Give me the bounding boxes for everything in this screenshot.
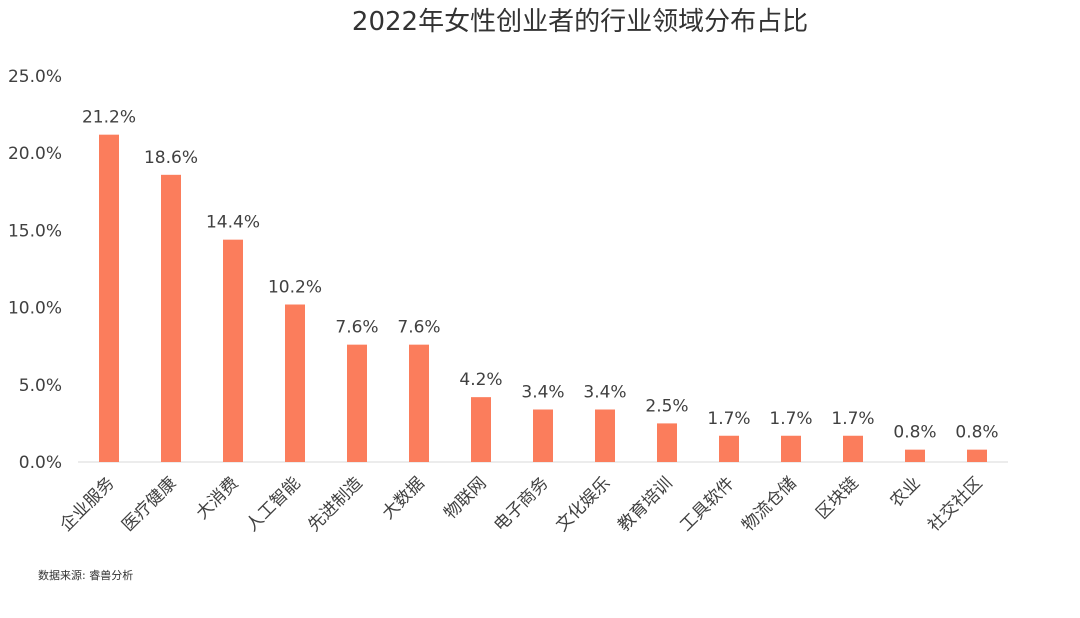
x-category-label: 先进制造 (304, 473, 366, 535)
x-category-label: 电子商务 (490, 473, 552, 535)
y-tick-label: 15.0% (8, 221, 62, 241)
x-category-label: 社交社区 (924, 473, 986, 535)
data-label: 2.5% (645, 396, 688, 416)
source-note: 数据来源: 睿兽分析 (38, 568, 133, 582)
bar[interactable] (657, 423, 677, 462)
x-category-label: 大消费 (192, 473, 242, 523)
bar[interactable] (223, 239, 243, 462)
y-axis: 0.0% 5.0% 10.0% 15.0% 20.0% 25.0% (8, 67, 62, 473)
bar[interactable] (285, 304, 305, 462)
bar[interactable] (533, 409, 553, 462)
bar[interactable] (905, 449, 925, 462)
x-category-label: 教育培训 (614, 473, 676, 535)
y-tick-label: 0.0% (19, 453, 62, 473)
y-tick-label: 5.0% (19, 376, 62, 396)
data-label: 1.7% (831, 409, 874, 429)
x-category-label: 大数据 (378, 473, 428, 523)
bar[interactable] (781, 435, 801, 462)
x-category-label: 文化娱乐 (552, 473, 614, 535)
x-category-label: 物流仓储 (738, 473, 800, 535)
x-category-label: 医疗健康 (118, 473, 180, 535)
data-label: 21.2% (82, 108, 136, 128)
x-category-label: 物联网 (440, 473, 490, 523)
y-tick-label: 25.0% (8, 67, 62, 87)
bar[interactable] (471, 397, 491, 462)
data-label: 7.6% (335, 318, 378, 338)
data-label: 1.7% (707, 409, 750, 429)
data-label: 3.4% (521, 383, 564, 403)
x-category-label: 工具软件 (676, 473, 738, 535)
data-label: 14.4% (206, 213, 260, 233)
y-tick-label: 20.0% (8, 144, 62, 164)
x-category-label: 企业服务 (56, 473, 118, 535)
bar[interactable] (161, 174, 181, 463)
data-label: 1.7% (769, 409, 812, 429)
x-axis-labels: 企业服务 医疗健康 大消费 人工智能 先进制造 大数据 物联网 电子商务 文化娱乐 教育培训 工具软… (56, 473, 986, 535)
bar[interactable] (409, 344, 429, 462)
x-category-label: 区块链 (812, 473, 862, 523)
data-label: 4.2% (459, 370, 502, 390)
bar[interactable] (719, 435, 739, 462)
data-labels-group: 21.2% 18.6% 14.4% 10.2% 7.6% 7.6% 4.2% 3.4% 3.4%… (82, 108, 999, 443)
bar[interactable] (967, 449, 987, 462)
bar[interactable] (99, 134, 119, 462)
data-label: 0.8% (893, 423, 936, 443)
data-label: 18.6% (144, 148, 198, 168)
data-label: 3.4% (583, 383, 626, 403)
x-category-label: 人工智能 (242, 473, 304, 535)
data-label: 10.2% (268, 278, 322, 298)
chart-title: 2022年女性创业者的行业领域分布占比 (352, 7, 808, 37)
x-category-label: 农业 (886, 473, 924, 511)
data-label: 7.6% (397, 318, 440, 338)
bars-group (99, 134, 987, 463)
bar[interactable] (347, 344, 367, 462)
bar[interactable] (843, 435, 863, 462)
data-label: 0.8% (955, 423, 998, 443)
y-tick-label: 10.0% (8, 299, 62, 319)
bar[interactable] (595, 409, 615, 462)
